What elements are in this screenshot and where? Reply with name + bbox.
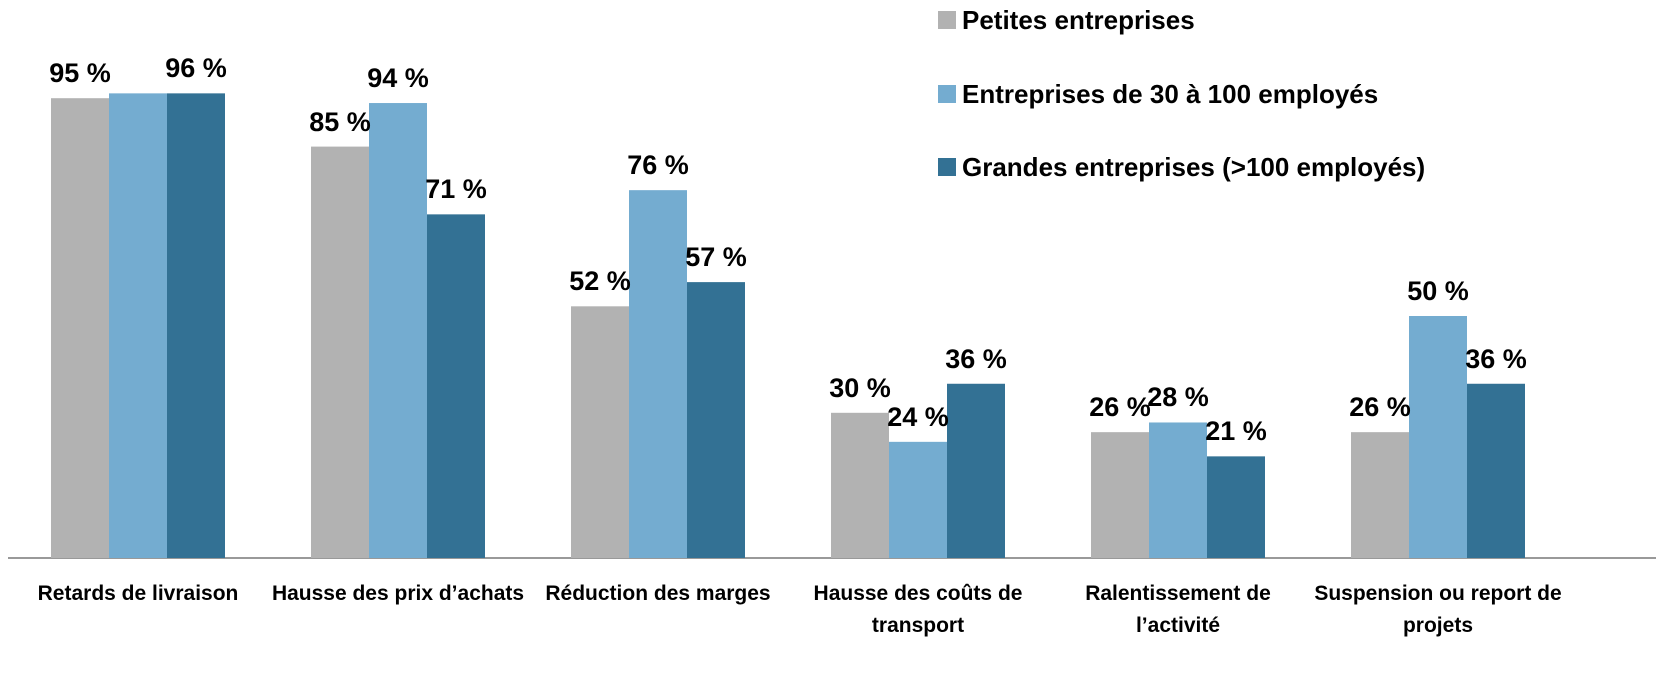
bar xyxy=(571,306,629,558)
data-label: 85 % xyxy=(309,106,371,137)
data-label: 96 % xyxy=(165,53,227,84)
data-label: 21 % xyxy=(1205,416,1267,447)
data-label: 28 % xyxy=(1147,382,1209,413)
bar xyxy=(687,282,745,558)
bar xyxy=(1351,432,1409,558)
bar xyxy=(369,103,427,558)
x-tick-label: Retards de livraison xyxy=(37,582,239,605)
bar xyxy=(51,98,109,558)
bar xyxy=(629,190,687,558)
data-label: 94 % xyxy=(367,63,429,94)
data-label: 30 % xyxy=(829,372,891,403)
x-tick-label: Ralentissement de l’activité xyxy=(1085,582,1271,637)
bar xyxy=(947,383,1005,558)
bar xyxy=(1467,383,1525,558)
legend-label: Petites entreprises xyxy=(962,5,1195,35)
data-label: 50 % xyxy=(1407,276,1469,306)
data-label: 71 % xyxy=(425,174,487,205)
x-tick-label: Hausse des prix d’achats xyxy=(271,582,525,605)
x-tick-label: Réduction des marges xyxy=(545,582,771,605)
data-label: 36 % xyxy=(945,343,1007,374)
data-label: 36 % xyxy=(1465,343,1527,374)
x-tick-label: Suspension ou report de projets xyxy=(1314,582,1562,637)
legend-swatch xyxy=(938,11,956,29)
data-label: 52 % xyxy=(569,266,631,297)
legend-label: Grandes entreprises (>100 employés) xyxy=(962,152,1426,182)
bar xyxy=(1149,422,1207,558)
legend-swatch xyxy=(938,84,956,103)
bar xyxy=(1207,456,1265,558)
bar xyxy=(889,441,947,558)
bar xyxy=(1091,432,1149,558)
bar xyxy=(109,93,167,559)
bar xyxy=(831,412,889,558)
legend-label: Entreprises de 30 à 100 employés xyxy=(962,78,1379,109)
data-label: 95 % xyxy=(49,58,111,89)
data-label: 26 % xyxy=(1089,392,1151,423)
data-label: 57 % xyxy=(685,242,747,273)
data-label: 76 % xyxy=(627,150,689,181)
bar xyxy=(427,214,485,559)
bar xyxy=(1409,316,1467,558)
x-tick-label: Hausse des coûts de transport xyxy=(813,582,1023,637)
legend-swatch xyxy=(938,158,956,176)
data-label: 24 % xyxy=(887,401,949,432)
bar xyxy=(311,146,369,558)
data-label: 26 % xyxy=(1349,392,1411,423)
bar xyxy=(167,93,225,559)
